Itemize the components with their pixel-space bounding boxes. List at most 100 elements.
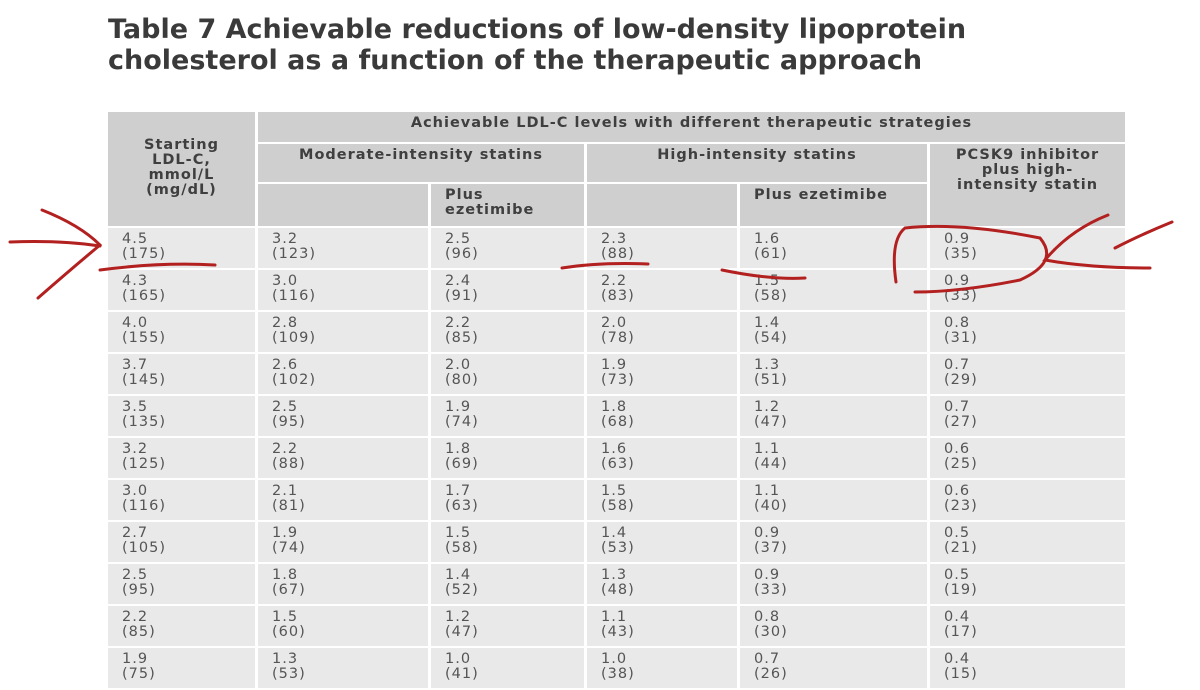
table-cell: 0.9 (37) — [740, 522, 927, 562]
mg-value: (63) — [601, 456, 635, 472]
header-cell: Moderate-intensity statins — [258, 144, 584, 182]
mmol-value: 0.4 — [944, 609, 971, 625]
mmol-value: 0.9 — [754, 525, 781, 541]
mmol-value: 0.6 — [944, 483, 971, 499]
mmol-value: 0.4 — [944, 651, 971, 667]
mmol-value: 0.7 — [944, 357, 971, 373]
mmol-value: 2.1 — [272, 483, 299, 499]
mmol-value: 1.2 — [445, 609, 472, 625]
table-cell: 2.0 (80) — [431, 354, 584, 394]
mmol-value: 1.6 — [754, 231, 781, 247]
mmol-value: 1.5 — [445, 525, 472, 541]
mmol-value: 1.0 — [601, 651, 628, 667]
table-cell: 2.2 (83) — [587, 270, 737, 310]
mmol-value: 1.1 — [754, 441, 781, 457]
table-cell: 2.8 (109) — [258, 312, 428, 352]
table-row: 2.2 (85) 1.5 (60) 1.2 (47) 1.1 (43) 0.8 (30) 0.4 (1… — [108, 606, 1126, 646]
mg-value: (78) — [601, 330, 635, 346]
table-cell: 1.2 (47) — [431, 606, 584, 646]
mg-value: (116) — [122, 498, 166, 514]
mg-value: (27) — [944, 414, 978, 430]
annotation-stroke — [36, 208, 103, 300]
table-cell: 1.9 (74) — [431, 396, 584, 436]
table-title: Table 7 Achievable reductions of low-den… — [108, 14, 967, 76]
table-cell: 2.5 (95) — [258, 396, 428, 436]
header-cell: Plus ezetimibe — [740, 184, 927, 226]
table-cell: 1.0 (41) — [431, 648, 584, 688]
table-cell: 0.8 (30) — [740, 606, 927, 646]
mmol-value: 1.2 — [754, 399, 781, 415]
mg-value: (105) — [122, 540, 166, 556]
mmol-value: 0.5 — [944, 525, 971, 541]
mmol-value: 2.2 — [122, 609, 149, 625]
mmol-value: 1.7 — [445, 483, 472, 499]
table-cell: 2.2 (85) — [431, 312, 584, 352]
table-cell: 0.9 (33) — [740, 564, 927, 604]
table-cell: 2.5 (95) — [108, 564, 255, 604]
mmol-value: 1.9 — [601, 357, 628, 373]
mg-value: (40) — [754, 498, 788, 514]
mg-value: (95) — [272, 414, 306, 430]
mg-value: (35) — [944, 246, 978, 262]
mg-value: (85) — [445, 330, 479, 346]
mmol-value: 2.5 — [272, 399, 299, 415]
mmol-value: 1.1 — [601, 609, 628, 625]
mmol-value: 3.5 — [122, 399, 149, 415]
table-cell: 0.5 (19) — [930, 564, 1126, 604]
table-cell: 0.7 (27) — [930, 396, 1126, 436]
mg-value: (63) — [445, 498, 479, 514]
table-cell: 0.4 (15) — [930, 648, 1126, 688]
mg-value: (85) — [122, 624, 156, 640]
mmol-value: 1.5 — [754, 273, 781, 289]
mg-value: (23) — [944, 498, 978, 514]
header-cell: Plus ezetimibe — [431, 184, 584, 226]
mg-value: (53) — [601, 540, 635, 556]
mmol-value: 1.4 — [754, 315, 781, 331]
mmol-value: 2.0 — [445, 357, 472, 373]
mg-value: (74) — [272, 540, 306, 556]
table-cell: 1.5 (58) — [740, 270, 927, 310]
mg-value: (54) — [754, 330, 788, 346]
mg-value: (74) — [445, 414, 479, 430]
header-cell: High-intensity statins — [587, 144, 927, 182]
table-cell: 2.7 (105) — [108, 522, 255, 562]
table-cell: 4.0 (155) — [108, 312, 255, 352]
mmol-value: 3.0 — [122, 483, 149, 499]
mg-value: (81) — [272, 498, 306, 514]
table-cell: 2.6 (102) — [258, 354, 428, 394]
mmol-value: 0.8 — [944, 315, 971, 331]
mmol-value: 1.8 — [445, 441, 472, 457]
table-cell: 0.7 (29) — [930, 354, 1126, 394]
table-cell: 2.2 (88) — [258, 438, 428, 478]
table-cell: 1.9 (73) — [587, 354, 737, 394]
table-row: 4.3 (165) 3.0 (116) 2.4 (91) 2.2 (83) 1.5 (58) 0.9… — [108, 270, 1126, 310]
table-row: 4.5 (175) 3.2 (123) 2.5 (96) 2.3 (88) 1.6 (61) 0.9… — [108, 228, 1126, 268]
header-cell: PCSK9 inhibitor plus high-intensity stat… — [930, 144, 1126, 226]
table-cell: 0.6 (23) — [930, 480, 1126, 520]
mmol-value: 1.4 — [445, 567, 472, 583]
table-cell: 2.1 (81) — [258, 480, 428, 520]
table-cell: 3.2 (123) — [258, 228, 428, 268]
mmol-value: 2.2 — [601, 273, 628, 289]
mmol-value: 1.9 — [445, 399, 472, 415]
mg-value: (48) — [601, 582, 635, 598]
mg-value: (123) — [272, 246, 316, 262]
table-cell: 1.5 (60) — [258, 606, 428, 646]
mmol-value: 2.5 — [445, 231, 472, 247]
mmol-value: 0.8 — [754, 609, 781, 625]
mg-value: (67) — [272, 582, 306, 598]
table-row: 2.5 (95) 1.8 (67) 1.4 (52) 1.3 (48) 0.9 (33) 0.5 (1… — [108, 564, 1126, 604]
mg-value: (69) — [445, 456, 479, 472]
table-cell: 1.5 (58) — [431, 522, 584, 562]
table-cell: 3.0 (116) — [258, 270, 428, 310]
table-cell: 1.9 (74) — [258, 522, 428, 562]
mg-value: (61) — [754, 246, 788, 262]
mmol-value: 2.4 — [445, 273, 472, 289]
mmol-value: 1.5 — [601, 483, 628, 499]
table-row: 2.7 (105) 1.9 (74) 1.5 (58) 1.4 (53) 0.9 (37) 0.5(… — [108, 522, 1126, 562]
mg-value: (165) — [122, 288, 166, 304]
mmol-value: 1.5 — [272, 609, 299, 625]
mg-value: (43) — [601, 624, 635, 640]
mmol-value: 1.1 — [754, 483, 781, 499]
mmol-value: 3.7 — [122, 357, 149, 373]
